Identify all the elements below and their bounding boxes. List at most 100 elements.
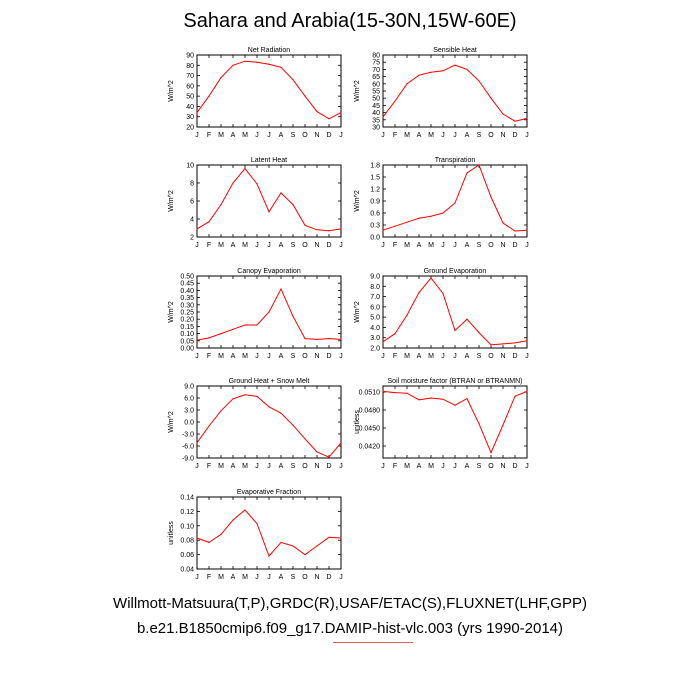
x-tick-label: J: [441, 132, 445, 139]
data-point: [466, 398, 468, 400]
y-tick-label: -9.0: [182, 456, 194, 463]
data-point: [442, 398, 444, 400]
x-tick-label: D: [326, 353, 331, 360]
data-point: [340, 338, 342, 340]
y-tick-label: 5.0: [370, 315, 380, 322]
data-point: [268, 311, 270, 313]
data-point: [256, 324, 258, 326]
x-tick-label: J: [453, 132, 457, 139]
data-point: [394, 333, 396, 335]
y-tick-label: 70: [186, 73, 194, 80]
y-axis-label: W/m^2: [354, 190, 361, 212]
data-point: [490, 97, 492, 99]
y-tick-label: 0.20: [180, 317, 194, 324]
data-point: [232, 182, 234, 184]
x-tick-label: D: [326, 463, 331, 470]
x-tick-label: A: [465, 353, 470, 360]
plot-frame: [196, 54, 342, 128]
plot-frame: [382, 54, 528, 128]
y-tick-label: 50: [372, 96, 380, 103]
data-point: [328, 118, 330, 120]
data-point: [316, 545, 318, 547]
y-tick-label: 0.50: [180, 274, 194, 281]
x-tick-label: A: [465, 463, 470, 470]
y-tick-label: 0.10: [180, 523, 194, 530]
plot-frame: [382, 275, 528, 349]
y-tick-label: 0.0: [370, 235, 380, 242]
data-point: [478, 331, 480, 334]
data-point: [196, 537, 198, 539]
data-point: [382, 229, 384, 231]
data-point: [316, 110, 318, 113]
y-axis-label: unitless: [354, 410, 361, 434]
y-tick-label: 0.08: [180, 538, 194, 545]
figure-title: Sahara and Arabia(15-30N,15W-60E): [183, 10, 517, 32]
plot-frame: [196, 164, 342, 238]
x-tick-label: M: [428, 353, 434, 360]
data-point: [526, 340, 528, 342]
data-point: [220, 204, 222, 206]
x-tick-label: J: [381, 132, 385, 139]
data-point: [418, 74, 420, 76]
y-tick-label: 0.14: [180, 495, 194, 502]
data-point: [430, 277, 432, 279]
x-tick-label: A: [417, 463, 422, 470]
y-tick-label: 1.2: [370, 187, 380, 194]
series-line: [382, 64, 528, 122]
x-tick-label: J: [267, 242, 271, 249]
data-point: [280, 541, 282, 543]
x-tick-label: A: [279, 132, 284, 139]
x-tick-label: J: [195, 132, 199, 139]
x-tick-label: M: [242, 132, 248, 139]
y-tick-label: 30: [186, 114, 194, 121]
panel-title: Soil moisture factor (BTRAN or BTRANMN): [388, 378, 523, 385]
case-underline: [333, 642, 413, 643]
data-point: [418, 217, 420, 219]
x-tick-label: M: [242, 463, 248, 470]
series-line: [196, 509, 342, 557]
data-point: [454, 202, 456, 204]
x-tick-label: J: [195, 463, 199, 470]
y-tick-label: 0.6: [370, 211, 380, 218]
y-axis-label: unitless: [168, 521, 175, 545]
y-axis-label: W/m^2: [168, 411, 175, 433]
x-tick-label: J: [195, 242, 199, 249]
y-tick-label: 45: [372, 103, 380, 110]
data-point: [244, 509, 246, 511]
x-tick-label: M: [218, 463, 224, 470]
x-tick-label: J: [255, 242, 259, 249]
data-point: [526, 229, 528, 231]
y-tick-label: 0.9: [370, 199, 380, 206]
y-tick-label: 0.15: [180, 324, 194, 331]
data-point: [316, 338, 318, 340]
x-tick-label: J: [339, 353, 343, 360]
y-axis-label: W/m^2: [168, 80, 175, 102]
x-tick-label: M: [404, 353, 410, 360]
x-tick-label: N: [500, 353, 505, 360]
data-point: [256, 523, 258, 525]
x-tick-label: N: [500, 242, 505, 249]
y-tick-label: 0.00: [180, 346, 194, 353]
y-tick-label: 55: [372, 89, 380, 96]
x-tick-label: N: [314, 242, 319, 249]
x-tick-label: D: [512, 463, 517, 470]
data-point: [328, 338, 330, 340]
x-tick-label: M: [218, 353, 224, 360]
y-tick-label: 0.0510: [359, 390, 381, 397]
y-tick-label: 9.0: [370, 274, 380, 281]
y-tick-label: 0.40: [180, 288, 194, 295]
y-axis-label: W/m^2: [168, 301, 175, 323]
x-tick-label: O: [488, 242, 494, 249]
data-point: [406, 221, 408, 223]
x-tick-label: F: [393, 463, 397, 470]
data-point: [382, 116, 384, 118]
x-tick-label: J: [267, 353, 271, 360]
x-tick-label: N: [314, 574, 319, 581]
x-tick-label: F: [207, 242, 211, 249]
y-tick-label: 3.0: [184, 408, 194, 415]
x-tick-label: F: [393, 353, 397, 360]
data-point: [256, 183, 258, 185]
data-point: [454, 404, 456, 406]
x-tick-label: F: [393, 242, 397, 249]
